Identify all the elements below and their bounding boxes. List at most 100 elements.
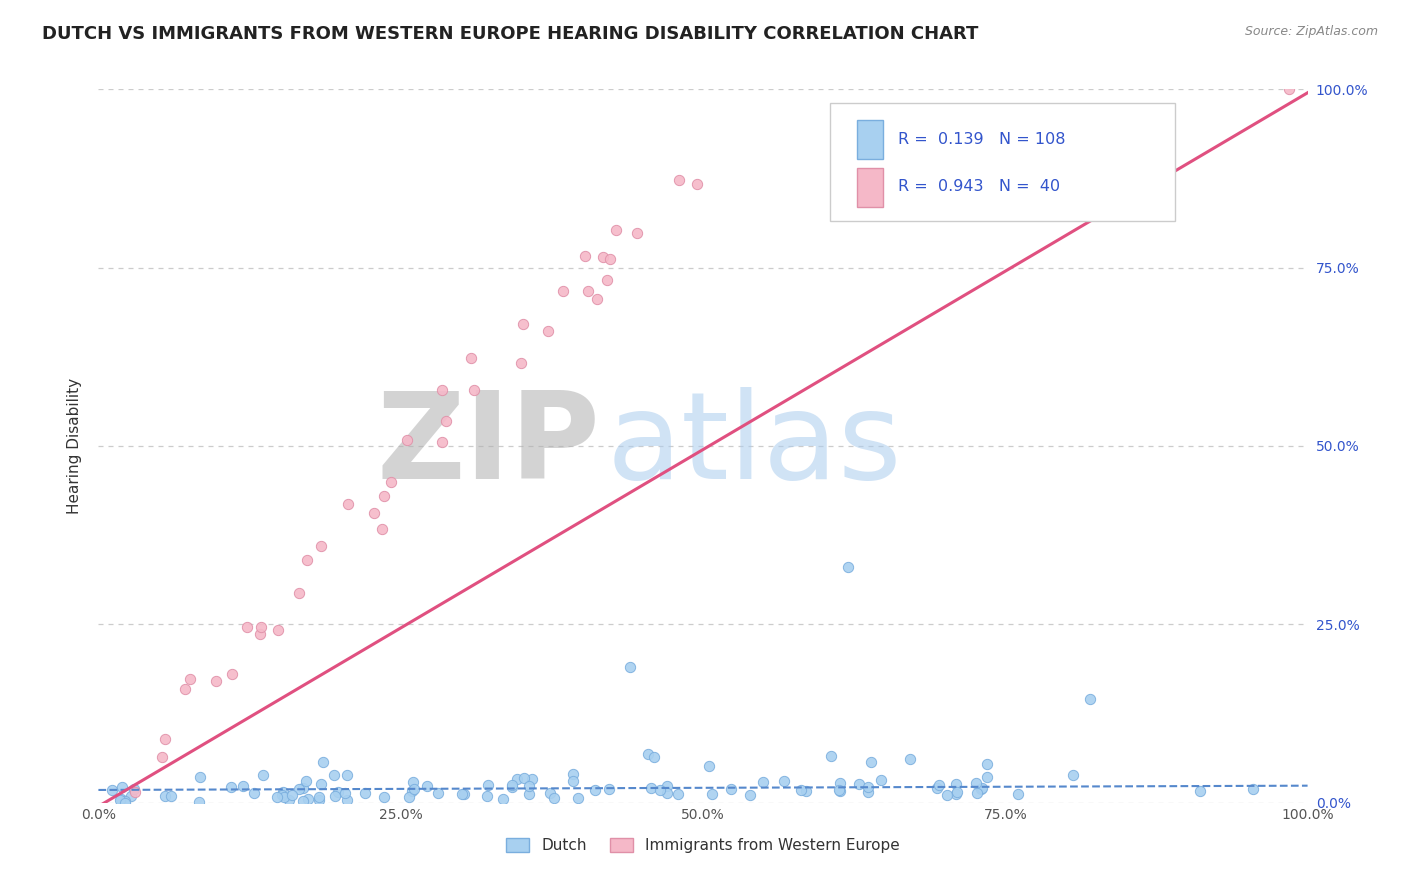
Point	[576, 284, 599, 298]
Bar	[856, 168, 883, 207]
Point	[966, 786, 988, 800]
Point	[927, 780, 949, 795]
Point	[637, 747, 659, 761]
Text: ZIP: ZIP	[377, 387, 600, 505]
Point	[249, 620, 271, 634]
Point	[605, 223, 627, 237]
Bar	[856, 120, 883, 159]
Point	[308, 793, 330, 807]
Point	[561, 774, 583, 789]
Point	[512, 317, 534, 331]
Point	[292, 781, 315, 796]
Point	[267, 624, 290, 638]
Point	[174, 682, 197, 697]
Point	[110, 791, 132, 805]
Point	[153, 732, 176, 747]
Point	[519, 779, 541, 793]
Point	[450, 787, 472, 801]
Point	[543, 790, 565, 805]
Point	[859, 755, 882, 769]
Point	[326, 784, 349, 798]
Point	[292, 793, 315, 807]
Text: R =  0.943   N =  40: R = 0.943 N = 40	[897, 179, 1060, 194]
Point	[970, 780, 993, 795]
Point	[599, 252, 621, 267]
Point	[273, 790, 295, 805]
Point	[336, 768, 359, 782]
Point	[976, 770, 998, 784]
Point	[648, 782, 671, 797]
Point	[232, 779, 254, 793]
Point	[720, 781, 742, 796]
Point	[828, 784, 851, 798]
Point	[796, 784, 818, 798]
Point	[936, 788, 959, 802]
Point	[869, 773, 891, 788]
Point	[1007, 787, 1029, 801]
Point	[295, 773, 318, 788]
Point	[752, 775, 775, 789]
Point	[1078, 692, 1101, 706]
Point	[219, 780, 242, 794]
Point	[110, 793, 132, 807]
Point	[415, 780, 437, 794]
Point	[434, 414, 457, 428]
Point	[626, 226, 648, 240]
Point	[828, 783, 851, 797]
Point	[311, 755, 333, 769]
Point	[856, 780, 879, 794]
Point	[592, 250, 614, 264]
Point	[398, 790, 420, 805]
Point	[655, 786, 678, 800]
Y-axis label: Hearing Disability: Hearing Disability	[67, 378, 83, 514]
Point	[205, 674, 228, 689]
Point	[271, 788, 294, 802]
Point	[598, 781, 620, 796]
Point	[837, 560, 859, 574]
Point	[848, 777, 870, 791]
Point	[373, 489, 395, 503]
Point	[114, 796, 136, 810]
Point	[700, 787, 723, 801]
Point	[668, 173, 690, 187]
Point	[221, 667, 243, 681]
Point	[430, 434, 453, 449]
Point	[336, 793, 359, 807]
Point	[522, 772, 544, 787]
Point	[773, 774, 796, 789]
Point	[401, 784, 423, 798]
Point	[1241, 781, 1264, 796]
Point	[453, 787, 475, 801]
Point	[501, 780, 523, 795]
Point	[160, 789, 183, 803]
Point	[308, 790, 330, 805]
Point	[153, 789, 176, 803]
Point	[640, 780, 662, 795]
Point	[477, 778, 499, 792]
Point	[820, 749, 842, 764]
Legend: Dutch, Immigrants from Western Europe: Dutch, Immigrants from Western Europe	[501, 832, 905, 859]
Point	[567, 791, 589, 805]
Point	[363, 506, 385, 520]
Point	[1278, 82, 1301, 96]
Point	[432, 383, 454, 397]
Point	[583, 782, 606, 797]
Point	[475, 789, 498, 803]
Point	[501, 778, 523, 792]
Point	[740, 788, 762, 802]
Point	[121, 789, 143, 803]
Point	[323, 789, 346, 803]
Text: atlas: atlas	[606, 387, 901, 505]
Point	[288, 586, 311, 600]
Point	[124, 785, 146, 799]
Point	[371, 522, 394, 536]
Point	[179, 672, 201, 686]
Point	[235, 620, 257, 634]
Point	[242, 786, 264, 800]
Point	[101, 782, 124, 797]
Point	[311, 539, 333, 553]
Point	[271, 785, 294, 799]
Point	[337, 497, 360, 511]
Point	[945, 777, 967, 791]
Point	[309, 777, 332, 791]
